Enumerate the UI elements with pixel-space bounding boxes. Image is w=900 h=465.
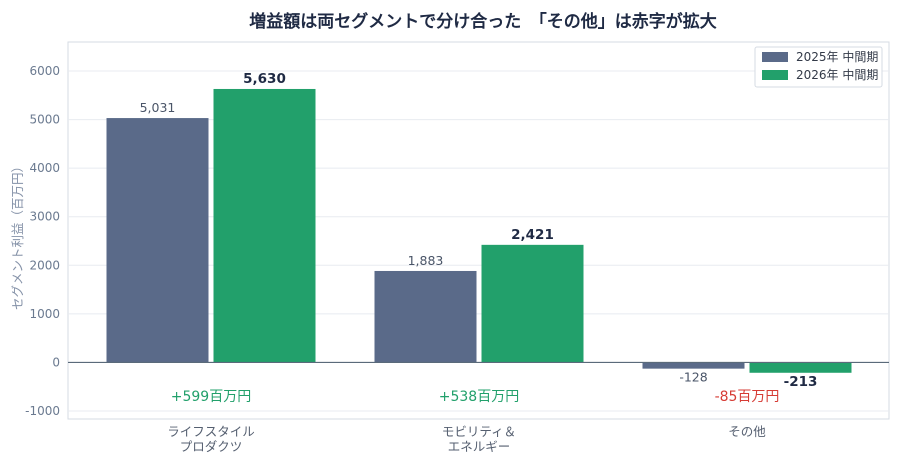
category-label: プロダクツ [180, 439, 243, 454]
delta-labels: +599百万円 +538百万円 -85百万円 [171, 389, 780, 405]
value-label: 5,031 [140, 100, 176, 115]
bar-2026-1 [481, 244, 584, 363]
y-tick-label: 4000 [29, 161, 60, 175]
legend: 2025年 中間期 2026年 中間期 [754, 46, 883, 88]
value-label: -213 [784, 374, 818, 390]
y-tick-label: 2000 [29, 258, 60, 272]
y-axis-label: セグメント利益（百万円） [10, 160, 25, 310]
category-label: モビリティ＆ [442, 424, 516, 439]
y-tick-label: -1000 [25, 404, 60, 418]
bar-2025-0 [106, 118, 209, 363]
y-tick-label: 6000 [29, 64, 60, 78]
legend-swatch [762, 70, 788, 80]
y-tick-label: 1000 [29, 307, 60, 321]
value-label: 5,630 [243, 71, 286, 87]
bar-2026-0 [213, 88, 316, 363]
y-tick-label: 3000 [29, 210, 60, 224]
value-labels: 5,031 5,630 1,883 2,421 -128 -213 [140, 71, 818, 390]
value-label: 1,883 [408, 253, 444, 268]
value-label: -128 [679, 370, 707, 385]
bar-2025-1 [374, 270, 477, 363]
y-tick-label: 5000 [29, 113, 60, 127]
legend-label: 2026年 中間期 [796, 67, 878, 82]
y-tick-label: 0 [52, 355, 60, 369]
bar-2025-2 [642, 362, 745, 369]
category-label: ライフスタイル [167, 424, 255, 439]
category-label: その他 [728, 424, 766, 439]
y-axis-ticks: -1000 0 1000 2000 3000 4000 5000 6000 [25, 64, 60, 418]
delta-label: +538百万円 [439, 389, 519, 405]
bar-2026-2 [749, 362, 852, 373]
value-label: 2,421 [511, 227, 554, 243]
legend-label: 2025年 中間期 [796, 49, 878, 64]
delta-label: -85百万円 [715, 389, 780, 405]
legend-swatch [762, 52, 788, 62]
bars [106, 88, 852, 373]
chart-title: 増益額は両セグメントで分け合った 「その他」は赤字が拡大 [249, 11, 717, 32]
delta-label: +599百万円 [171, 389, 251, 405]
plot-frame [67, 41, 890, 420]
category-label: エネルギー [448, 439, 511, 454]
